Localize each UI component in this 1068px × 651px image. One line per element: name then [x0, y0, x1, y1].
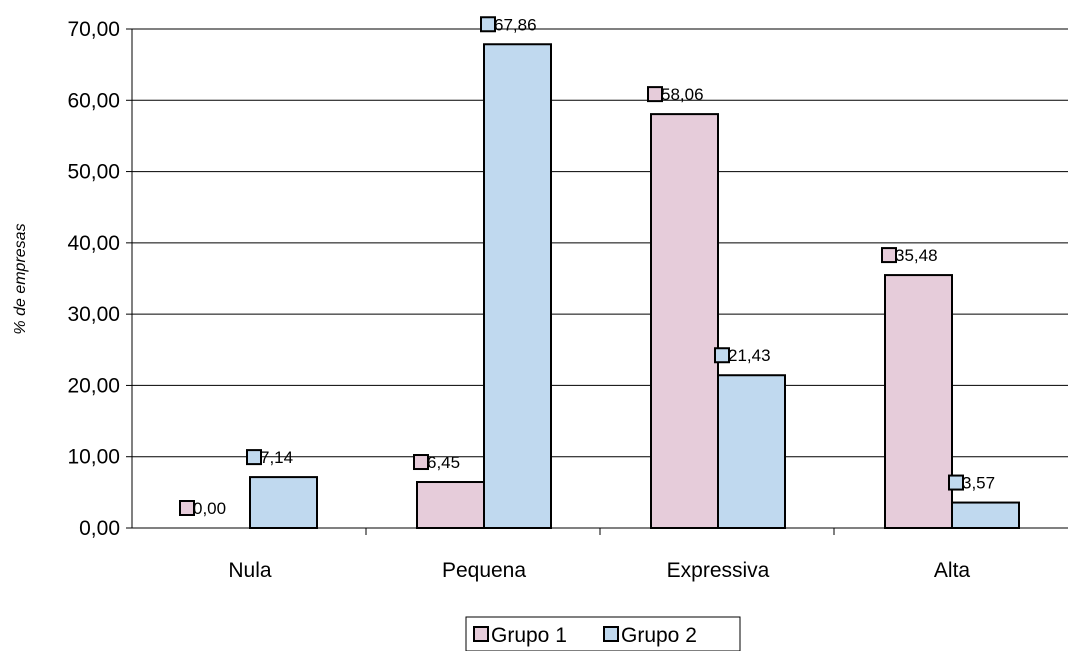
legend-swatch [603, 626, 619, 642]
category-label: Pequena [442, 559, 526, 582]
y-tick-label: 10,00 [67, 446, 120, 469]
data-labels: 0,00 7,14 6,45 67,86 58,06 21,43 35,48 3,57 [179, 15, 995, 518]
category-label: Expressiva [667, 559, 770, 582]
y-axis-title: % de empresas [12, 223, 29, 334]
data-label-marker [480, 16, 496, 33]
y-tick-label: 60,00 [67, 89, 120, 112]
data-label-marker [714, 347, 730, 364]
bar-grupo-2 [951, 501, 1020, 529]
legend-label: Grupo 2 [621, 624, 697, 647]
data-label-marker [881, 247, 897, 264]
category-label: Alta [934, 559, 971, 582]
bar-grupo-2 [717, 374, 786, 529]
data-label-marker [948, 474, 964, 491]
legend-label: Grupo 1 [491, 624, 567, 647]
y-tick-label: 70,00 [67, 18, 120, 41]
y-tick-label: 50,00 [67, 161, 120, 184]
bar-grupo-2 [249, 476, 318, 529]
data-label: 58,06 [661, 85, 704, 104]
y-tick-label: 40,00 [67, 232, 120, 255]
y-axis-ticks: 0,00 10,00 20,00 30,00 40,00 50,00 60,00 70,00 [67, 18, 132, 540]
bar-grupo-1 [650, 113, 719, 529]
x-axis: Nula Pequena Expressiva Alta [131, 29, 1068, 582]
data-label: 35,48 [895, 246, 938, 265]
data-label-marker [246, 449, 262, 466]
category-label: Nula [228, 559, 272, 582]
legend-swatch [473, 626, 489, 642]
data-label: 6,45 [427, 453, 460, 472]
bar-grupo-2 [483, 43, 552, 529]
bars [249, 43, 1020, 530]
y-tick-label: 20,00 [67, 374, 120, 397]
data-label: 7,14 [260, 448, 293, 467]
legend: Grupo 1 Grupo 2 [465, 616, 741, 651]
data-label: 0,00 [193, 499, 226, 518]
data-label: 3,57 [962, 474, 995, 493]
data-label-marker [647, 86, 663, 103]
bar-grupo-1 [884, 274, 953, 529]
data-label-marker [413, 454, 429, 471]
bar-grupo-1 [416, 481, 485, 530]
y-tick-label: 30,00 [67, 303, 120, 326]
data-label: 67,86 [494, 15, 537, 34]
data-label: 21,43 [728, 346, 771, 365]
y-tick-label: 0,00 [79, 517, 120, 540]
gridlines [132, 28, 1068, 458]
data-label-marker [179, 500, 195, 516]
